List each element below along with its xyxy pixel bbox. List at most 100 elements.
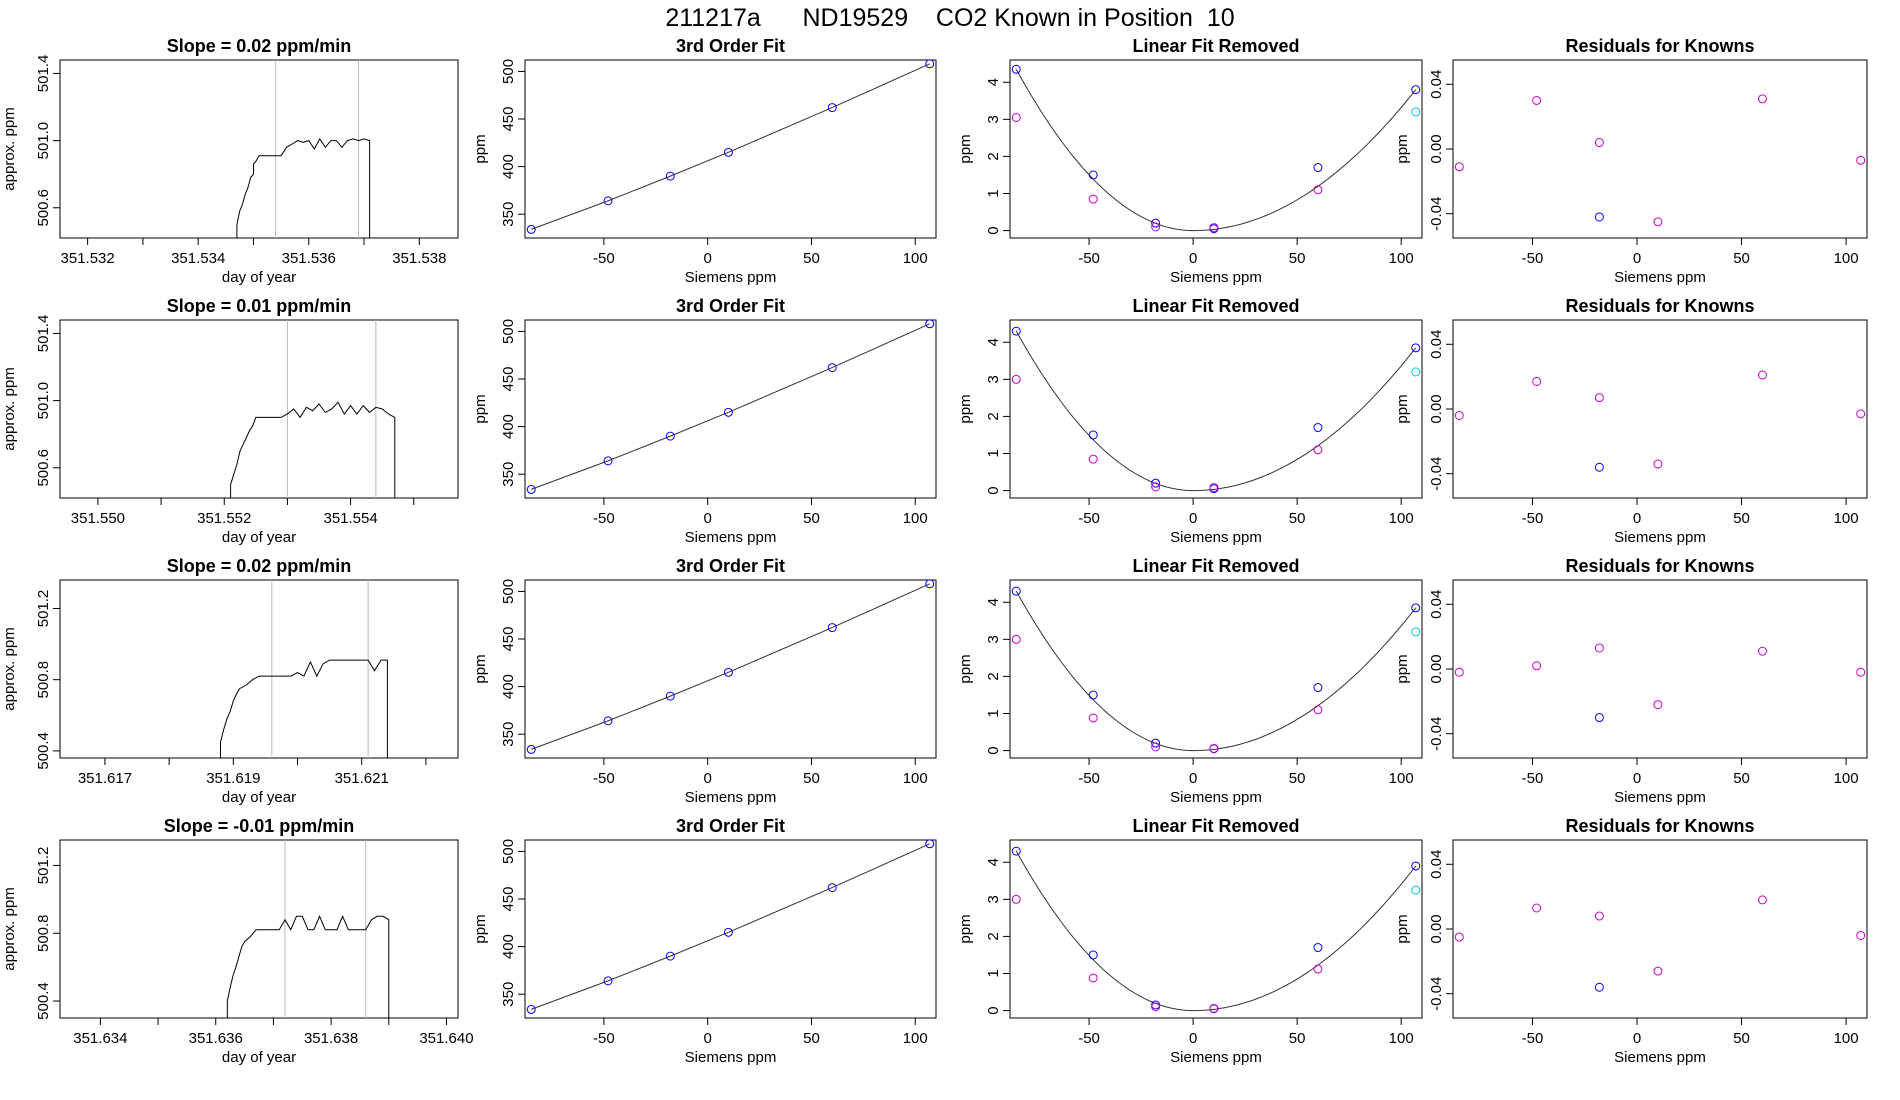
x-tick-label: 0 (703, 1030, 711, 1047)
linear-point-blue (1411, 861, 1421, 871)
y-tick-label: 0 (985, 486, 1002, 494)
residual-point-magenta (1594, 643, 1604, 653)
linear-point-magenta (1151, 1002, 1161, 1012)
x-tick-label: 50 (1289, 510, 1306, 527)
fit-point (665, 171, 675, 181)
fit-line (531, 323, 931, 490)
residual-point-magenta (1757, 370, 1767, 380)
linear-point-magenta (1011, 112, 1021, 122)
linear-point-cyan (1411, 107, 1421, 117)
fit-point (665, 951, 675, 961)
panel-title: Linear Fit Removed (1132, 556, 1299, 576)
residual-point-blue (1594, 982, 1604, 992)
plot-frame (59, 319, 459, 499)
y-tick-label: 500.8 (35, 661, 52, 699)
linear-point-magenta (1313, 445, 1323, 455)
linear-point-magenta (1011, 634, 1021, 644)
residual-point-magenta (1454, 410, 1464, 420)
residual-point-magenta (1856, 667, 1866, 677)
residual-point-magenta (1594, 393, 1604, 403)
x-tick-label: -50 (1078, 1030, 1100, 1047)
residual-point-magenta (1454, 667, 1464, 677)
x-tick-label: 0 (1189, 1030, 1197, 1047)
linear-point-blue (1088, 170, 1098, 180)
x-axis-label: Siemens ppm (1170, 269, 1262, 286)
x-axis-label: Siemens ppm (685, 269, 777, 286)
residual-point-magenta (1532, 95, 1542, 105)
linear-point-blue (1151, 738, 1161, 748)
fit-point (603, 976, 613, 986)
x-tick-label: 0 (1189, 250, 1197, 267)
residual-point-magenta (1856, 155, 1866, 165)
fit-point (827, 363, 837, 373)
panel-title: Slope = 0.02 ppm/min (167, 556, 352, 576)
x-tick-label: 100 (1834, 1030, 1859, 1047)
y-axis-label: ppm (472, 134, 489, 163)
y-tick-label: 500 (500, 579, 517, 604)
panel-title: Linear Fit Removed (1132, 296, 1299, 316)
panel-title: Slope = 0.01 ppm/min (167, 296, 352, 316)
y-tick-label: 3 (985, 375, 1002, 383)
plot-frame (524, 59, 937, 239)
x-tick-label: 100 (903, 770, 928, 787)
y-tick-label: 2 (985, 152, 1002, 160)
x-axis-label: day of year (222, 269, 296, 286)
y-tick-label: 1 (985, 969, 1002, 977)
plot-frame (1452, 59, 1868, 239)
x-tick-label: 351.636 (189, 1030, 243, 1047)
y-axis-label: ppm (957, 394, 974, 423)
y-tick-label: 400 (500, 154, 517, 179)
linear-point-magenta (1151, 482, 1161, 492)
residual-point-magenta (1594, 138, 1604, 148)
fit-point (603, 716, 613, 726)
y-axis-label: ppm (1394, 394, 1411, 423)
x-tick-label: 351.550 (71, 510, 125, 527)
linear-point-magenta (1088, 973, 1098, 983)
x-axis-label: day of year (222, 529, 296, 546)
residual-point-magenta (1454, 932, 1464, 942)
plot-frame (1009, 59, 1423, 239)
y-tick-label: 500.8 (35, 914, 52, 952)
plot-frame (1009, 579, 1423, 759)
x-tick-label: 50 (1733, 510, 1750, 527)
x-tick-label: 0 (1633, 250, 1641, 267)
y-axis-label: ppm (1394, 654, 1411, 683)
x-tick-label: -50 (593, 770, 615, 787)
x-tick-label: 351.534 (171, 250, 225, 267)
panel-title: 3rd Order Fit (676, 296, 785, 316)
plot-frame (1452, 319, 1868, 499)
y-tick-label: 4 (985, 598, 1002, 606)
y-tick-label: 3 (985, 895, 1002, 903)
linear-point-magenta (1088, 713, 1098, 723)
y-axis-label: ppm (957, 914, 974, 943)
fit-point (827, 103, 837, 113)
y-tick-label: 400 (500, 934, 517, 959)
quadratic-curve (1015, 590, 1417, 752)
x-tick-label: -50 (593, 250, 615, 267)
y-tick-label: 0.00 (1428, 914, 1445, 943)
quadratic-curve (1015, 330, 1417, 492)
y-tick-label: 350 (500, 462, 517, 487)
y-axis-label: ppm (472, 394, 489, 423)
y-tick-label: 4 (985, 338, 1002, 346)
quadratic-curve (1015, 850, 1417, 1012)
x-axis-label: Siemens ppm (685, 529, 777, 546)
y-tick-label: 2 (985, 672, 1002, 680)
linear-point-blue (1088, 950, 1098, 960)
linear-point-magenta (1151, 222, 1161, 232)
residual-point-blue (1594, 462, 1604, 472)
x-tick-label: 100 (903, 510, 928, 527)
y-tick-label: 350 (500, 202, 517, 227)
fit-point (925, 839, 935, 849)
quadratic-curve (1015, 69, 1417, 232)
y-tick-label: 500 (500, 59, 517, 84)
fit-point (827, 883, 837, 893)
y-tick-label: -0.04 (1428, 197, 1445, 231)
x-tick-label: 100 (1834, 510, 1859, 527)
time-series-line (226, 915, 390, 1018)
y-axis-label: ppm (1394, 134, 1411, 163)
plot-frame (524, 839, 937, 1019)
linear-point-magenta (1011, 374, 1021, 384)
residual-point-magenta (1532, 376, 1542, 386)
